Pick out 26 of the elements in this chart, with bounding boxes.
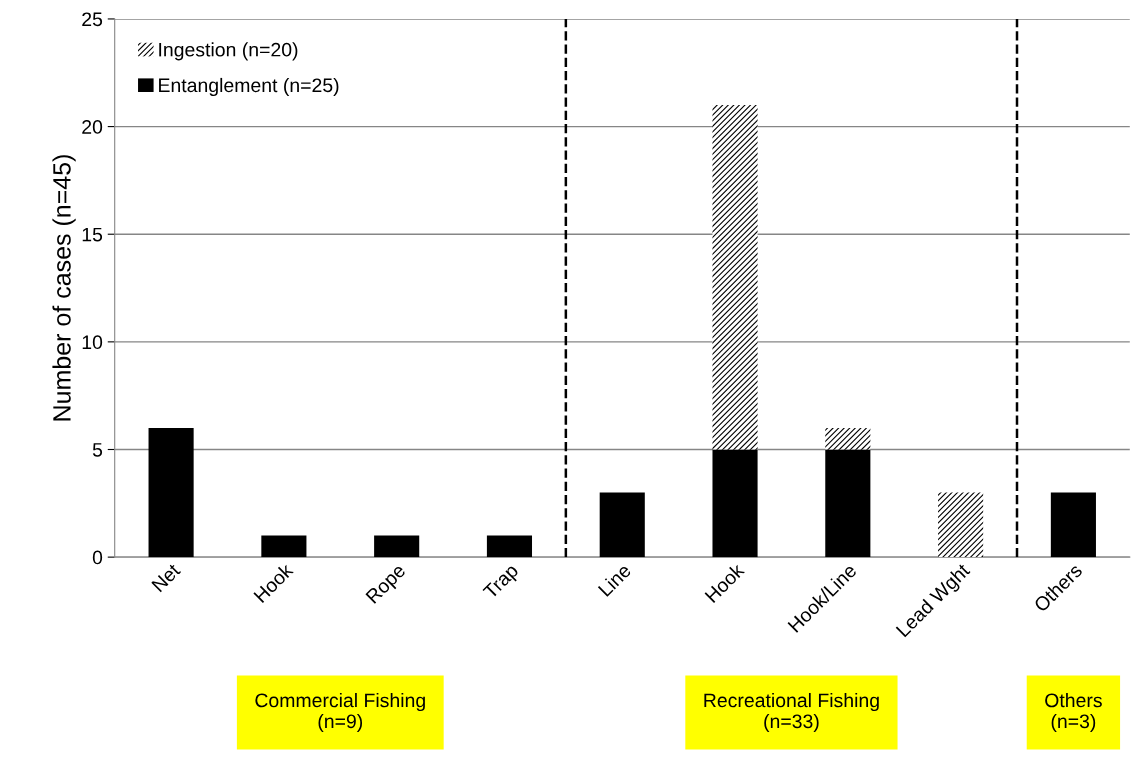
x-tick-label: Line [597, 562, 632, 597]
legend-label: Entanglement (n=25) [159, 77, 339, 97]
y-tick-label: 20 [82, 120, 103, 134]
bar [261, 535, 307, 558]
bar [712, 105, 758, 450]
x-tick-label: Net [151, 562, 182, 593]
x-tick-label: Trap [482, 563, 522, 603]
bar [148, 427, 194, 558]
bar [599, 492, 645, 558]
y-tick-label: 5 [92, 443, 103, 457]
bar [374, 535, 420, 558]
bar [1050, 492, 1096, 558]
text: Commercial Fishing (n=9) [255, 692, 425, 733]
y-tick-label: 0 [92, 550, 103, 565]
y-tick-label: 25 [82, 12, 103, 27]
text: Others (n=3) [1045, 692, 1102, 733]
text: Recreational Fishing (n=33) [704, 692, 879, 733]
y-axis-title: Number of cases (n=45) [52, 155, 76, 421]
bar [825, 427, 871, 450]
y-tick-label: 10 [82, 335, 103, 350]
y-tick-label: 15 [82, 227, 103, 242]
bar [712, 449, 758, 558]
bar [825, 449, 871, 558]
legend-label: Ingestion (n=20) [159, 42, 298, 61]
bar [938, 492, 984, 558]
bar [486, 535, 533, 558]
